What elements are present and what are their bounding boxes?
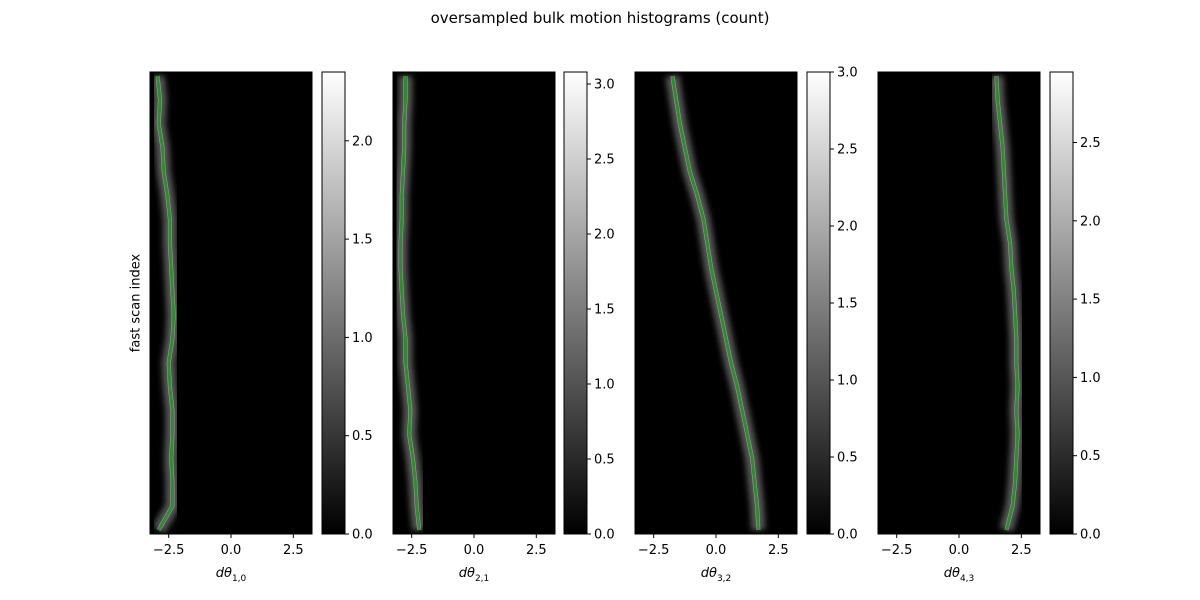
colorbar-tick-label: 0.0	[837, 528, 858, 543]
heatmap-area	[393, 72, 555, 534]
x-axis-label: dθ2,1	[459, 566, 490, 584]
x-tick-label: 0.0	[221, 543, 242, 558]
panel-3: −2.5 0.0 2.5 dθ3,2	[634, 71, 798, 584]
colorbar-tick-label: 2.0	[594, 228, 615, 243]
colorbar-tick-label: 0.5	[352, 429, 373, 444]
x-axis-label: dθ1,0	[216, 566, 247, 584]
x-tick-label: 2.5	[768, 543, 789, 558]
colorbar-3: 0.0 0.5 1.0 1.5 2.0 2.5 3.0	[806, 66, 858, 543]
figure-title: oversampled bulk motion histograms (coun…	[430, 9, 770, 27]
colorbar-gradient	[806, 71, 831, 535]
colorbar-tick-label: 1.0	[1080, 371, 1101, 386]
colorbar-tick-label: 1.5	[594, 303, 615, 318]
colorbar-4: 0.0 0.5 1.0 1.5 2.0 2.5	[1049, 71, 1101, 543]
x-tick-label: −2.5	[153, 543, 185, 558]
colorbar-tick-label: 2.5	[1080, 136, 1101, 151]
colorbar-tick-label: 2.5	[594, 153, 615, 168]
peak-trace-line	[399, 76, 421, 531]
x-tick-label: 0.0	[464, 543, 485, 558]
colorbar-gradient	[321, 71, 346, 535]
colorbar-tick-label: 1.5	[837, 297, 858, 312]
colorbar-gradient	[563, 71, 588, 535]
panel-2: −2.5 0.0 2.5 dθ2,1	[392, 71, 556, 584]
colorbar-tick-label: 2.5	[837, 143, 858, 158]
colorbar-2: 0.0 0.5 1.0 1.5 2.0 2.5 3.0	[563, 71, 615, 543]
colorbar-gradient	[1049, 71, 1074, 535]
colorbar-tick-label: 3.0	[594, 78, 615, 93]
colorbar-tick-label: 1.5	[1080, 293, 1101, 308]
panel-4: −2.5 0.0 2.5 dθ4,3	[877, 71, 1041, 584]
colorbar-1: 0.0 0.5 1.0 1.5 2.0	[321, 71, 373, 543]
colorbar-tick-label: 0.5	[1080, 449, 1101, 464]
colorbar-tick-label: 1.0	[594, 378, 615, 393]
x-tick-label: 2.5	[283, 543, 304, 558]
colorbar-tick-label: 0.0	[352, 528, 373, 543]
colorbar-tick-label: 3.0	[837, 66, 858, 81]
colorbar-tick-label: 0.0	[1080, 528, 1101, 543]
colorbar-tick-label: 2.0	[1080, 214, 1101, 229]
colorbar-tick-label: 0.0	[594, 528, 615, 543]
x-tick-label: 2.5	[1011, 543, 1032, 558]
peak-trace-line	[670, 75, 760, 531]
x-axis-label: dθ4,3	[944, 566, 975, 584]
x-tick-label: 0.0	[949, 543, 970, 558]
colorbar-tick-label: 1.5	[352, 233, 373, 248]
x-tick-label: 0.0	[706, 543, 727, 558]
x-tick-label: 2.5	[526, 543, 547, 558]
colorbar-tick-label: 0.5	[837, 451, 858, 466]
x-tick-label: −2.5	[396, 543, 428, 558]
colorbar-tick-label: 1.0	[837, 374, 858, 389]
peak-trace-line	[156, 75, 176, 531]
colorbar-tick-label: 0.5	[594, 453, 615, 468]
colorbar-tick-label: 1.0	[352, 331, 373, 346]
x-tick-label: −2.5	[638, 543, 670, 558]
colorbar-tick-label: 2.0	[837, 220, 858, 235]
peak-trace-line	[994, 75, 1020, 531]
panel-1: −2.5 0.0 2.5 dθ1,0	[149, 71, 313, 584]
x-axis-label: dθ3,2	[701, 566, 732, 584]
x-tick-label: −2.5	[881, 543, 913, 558]
colorbar-tick-label: 2.0	[352, 134, 373, 149]
